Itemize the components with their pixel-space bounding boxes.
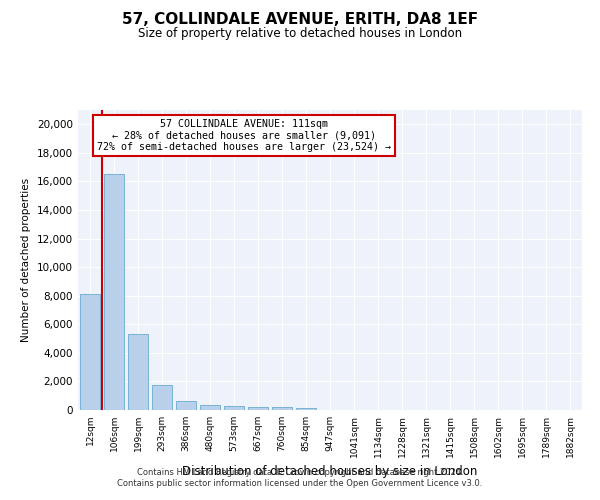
X-axis label: Distribution of detached houses by size in London: Distribution of detached houses by size …	[182, 466, 478, 478]
Bar	[128, 334, 148, 410]
Bar	[104, 174, 124, 410]
Bar	[248, 407, 268, 410]
Bar	[200, 405, 220, 410]
Bar	[224, 406, 244, 410]
Text: 57 COLLINDALE AVENUE: 111sqm
← 28% of detached houses are smaller (9,091)
72% of: 57 COLLINDALE AVENUE: 111sqm ← 28% of de…	[97, 119, 391, 152]
Bar	[176, 400, 196, 410]
Text: Contains HM Land Registry data © Crown copyright and database right 2024.
Contai: Contains HM Land Registry data © Crown c…	[118, 468, 482, 487]
Bar	[296, 408, 316, 410]
Y-axis label: Number of detached properties: Number of detached properties	[22, 178, 31, 342]
Text: 57, COLLINDALE AVENUE, ERITH, DA8 1EF: 57, COLLINDALE AVENUE, ERITH, DA8 1EF	[122, 12, 478, 28]
Bar	[272, 408, 292, 410]
Bar	[152, 385, 172, 410]
Bar	[80, 294, 100, 410]
Text: Size of property relative to detached houses in London: Size of property relative to detached ho…	[138, 28, 462, 40]
